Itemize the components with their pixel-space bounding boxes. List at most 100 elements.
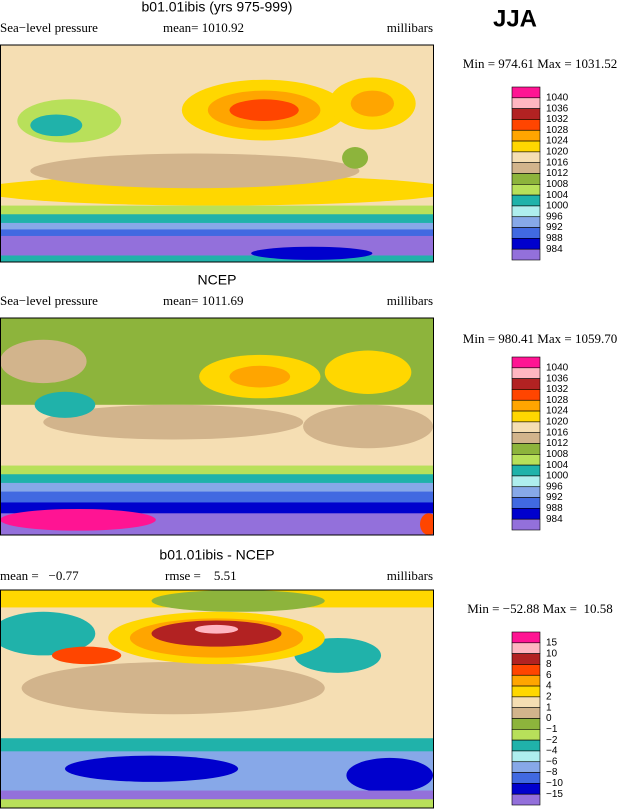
legend-label: 996 xyxy=(546,211,563,222)
season-label: JJA xyxy=(493,5,537,32)
color-box xyxy=(511,367,541,379)
color-box xyxy=(511,664,541,676)
map-region xyxy=(346,757,433,793)
legend-label: 992 xyxy=(546,222,563,233)
legend-label: −15 xyxy=(546,789,563,800)
legend-label: 4 xyxy=(546,681,552,692)
color-box xyxy=(511,674,541,687)
panel-left-label: Sea−level pressure xyxy=(0,293,98,308)
map-frame xyxy=(0,317,434,536)
legend-label: 984 xyxy=(546,244,563,255)
color-box xyxy=(511,97,541,109)
color-box xyxy=(511,356,541,369)
range-label: Min = 974.61 Max = 1031.52 xyxy=(463,56,617,71)
map-region xyxy=(303,404,433,449)
legend-label: 1028 xyxy=(546,395,569,406)
legend-label: 988 xyxy=(546,233,563,244)
legend-label: 1040 xyxy=(546,92,569,103)
color-box xyxy=(511,216,541,228)
color-box xyxy=(511,140,541,153)
legend-label: 10 xyxy=(546,648,558,659)
map xyxy=(0,317,434,536)
color-box xyxy=(511,227,541,239)
legend-label: 0 xyxy=(546,713,552,724)
map-fill xyxy=(0,318,433,535)
color-box xyxy=(511,631,541,644)
color-box xyxy=(511,642,541,654)
map-region xyxy=(34,391,96,418)
color-box xyxy=(511,475,541,488)
legend-label: 1024 xyxy=(546,406,569,417)
map-region xyxy=(251,246,373,260)
map-fill xyxy=(0,45,433,262)
legend-label: 1008 xyxy=(546,179,569,190)
map-region xyxy=(64,755,239,782)
panel-middle-label: mean= 1010.92 xyxy=(163,20,244,35)
map-region xyxy=(229,99,299,121)
map-region xyxy=(0,799,433,808)
map-region xyxy=(30,153,360,189)
legend-label: 1020 xyxy=(546,417,569,428)
legend-label: 6 xyxy=(546,670,552,681)
map xyxy=(0,589,434,809)
legend-label: 1024 xyxy=(546,136,569,147)
legend-label: −2 xyxy=(546,735,558,746)
map-region xyxy=(194,624,239,634)
color-box xyxy=(511,162,541,174)
color-box xyxy=(511,464,541,477)
color-box xyxy=(511,378,541,390)
legend-label: 1028 xyxy=(546,125,569,136)
color-box xyxy=(511,119,541,131)
legend-label: 1016 xyxy=(546,427,569,438)
legend-label: 996 xyxy=(546,481,563,492)
color-box xyxy=(511,739,541,752)
map-region xyxy=(0,508,156,531)
panel-units: millibars xyxy=(387,293,433,308)
color-box xyxy=(511,238,541,250)
color-box xyxy=(511,653,541,665)
color-box xyxy=(511,518,541,531)
map-region xyxy=(420,513,433,535)
color-box xyxy=(511,486,541,498)
legend-label: 15 xyxy=(546,637,558,648)
legend-label: 1036 xyxy=(546,103,569,114)
color-box xyxy=(511,151,541,163)
map-region xyxy=(350,90,395,117)
range-label: Min = 980.41 Max = 1059.70 xyxy=(463,331,617,346)
color-box xyxy=(511,707,541,719)
legend-label: 1 xyxy=(546,702,552,713)
range-label: Min = −52.88 Max = 10.58 xyxy=(467,601,613,616)
color-box xyxy=(511,497,541,509)
map-frame xyxy=(0,589,434,809)
map-region xyxy=(151,590,325,612)
color-box xyxy=(511,108,541,120)
panel-title: b01.01ibis (yrs 975-999) xyxy=(142,0,293,15)
color-box xyxy=(511,718,541,730)
map-region xyxy=(342,146,369,169)
legend-label: 1008 xyxy=(546,449,569,460)
color-box xyxy=(511,432,541,444)
legend-label: 1004 xyxy=(546,190,569,201)
color-box xyxy=(511,772,541,784)
color-box xyxy=(511,248,541,261)
legend-label: 1012 xyxy=(546,438,569,449)
map-region xyxy=(51,646,122,665)
map-region xyxy=(21,661,325,715)
panel-middle-label: rmse = 5.51 xyxy=(165,568,237,583)
color-box xyxy=(511,389,541,401)
legend-label: 1032 xyxy=(546,384,569,395)
panel-middle-label: mean= 1011.69 xyxy=(163,293,244,308)
panel-units: millibars xyxy=(387,20,433,35)
map-region xyxy=(229,365,291,388)
color-box xyxy=(511,454,541,466)
legend-label: 1016 xyxy=(546,157,569,168)
legend-label: 8 xyxy=(546,659,552,670)
color-box xyxy=(511,750,541,763)
color-box xyxy=(511,783,541,795)
color-box xyxy=(511,761,541,773)
color-box xyxy=(511,173,541,185)
legend-label: 1000 xyxy=(546,201,569,212)
legend-label: −1 xyxy=(546,724,558,735)
